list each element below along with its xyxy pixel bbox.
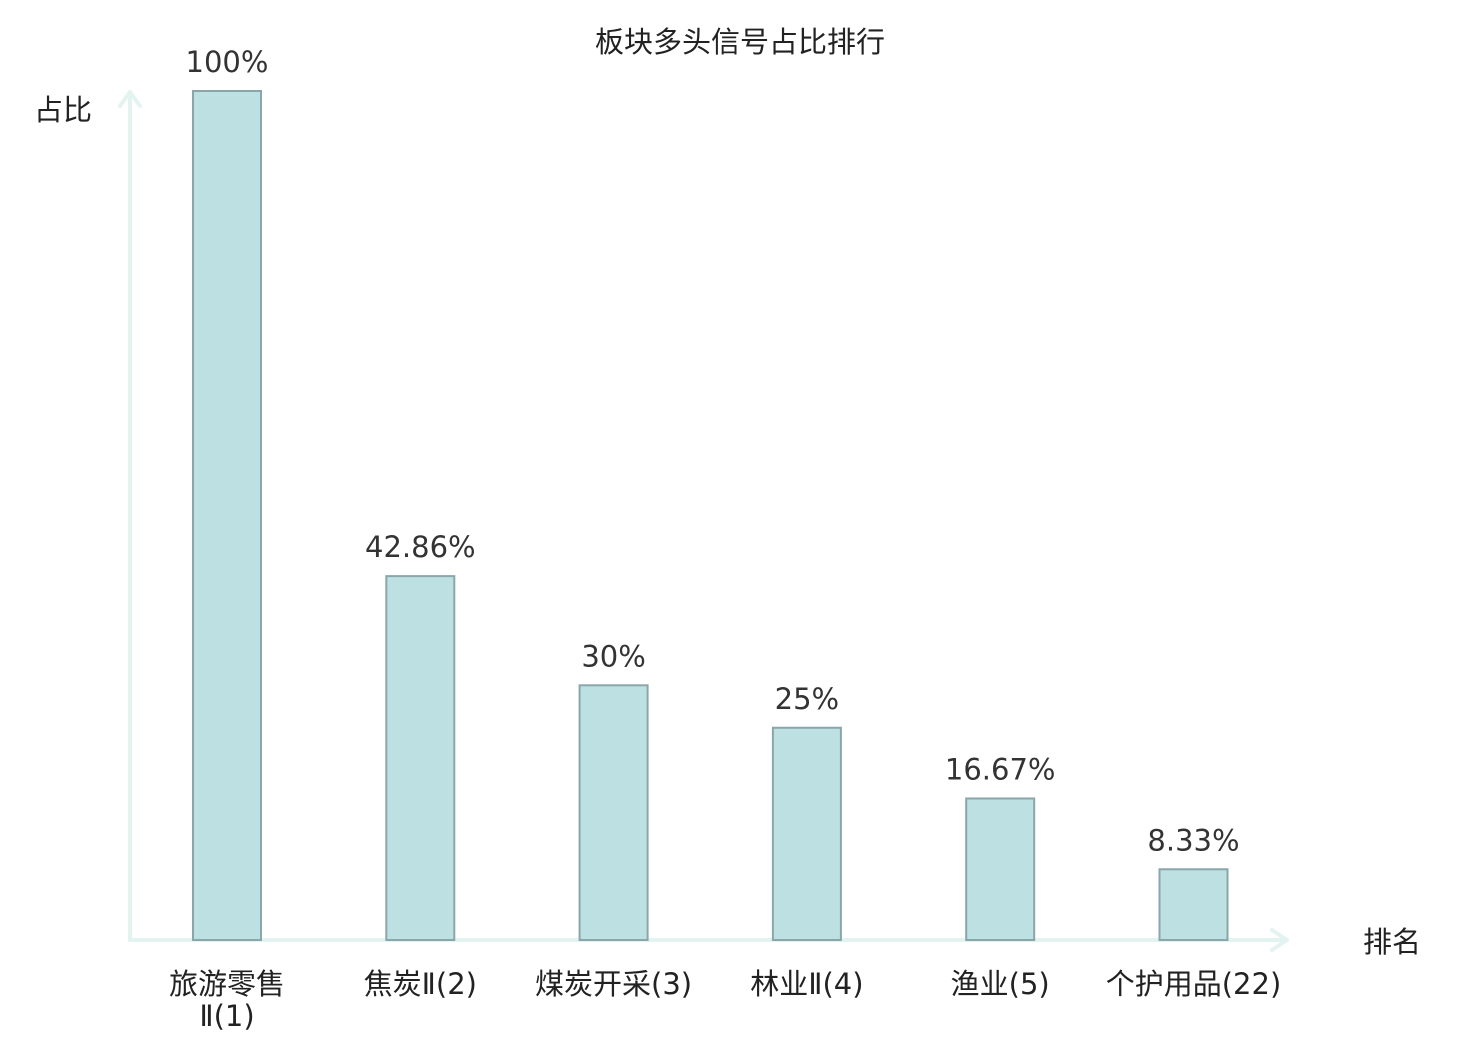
category-label: 个护用品(22) [1106, 967, 1282, 1001]
category-label: 煤炭开采(3) [535, 967, 692, 1001]
y-axis-arrow [118, 90, 142, 108]
x-axis-arrow [1270, 928, 1289, 952]
bar [578, 684, 649, 941]
bar [1158, 868, 1229, 942]
category-label: 焦炭Ⅱ(2) [364, 967, 477, 1001]
category-label: 渔业(5) [951, 967, 1050, 1001]
x-axis-label: 排名 [1363, 925, 1421, 959]
data-label: 100% [186, 45, 269, 79]
category-label: 林业Ⅱ(4) [750, 967, 863, 1001]
data-label: 25% [775, 682, 839, 716]
category-label: 旅游零售 [169, 967, 285, 1001]
y-axis-label: 占比 [34, 93, 92, 127]
data-label: 8.33% [1147, 823, 1239, 857]
chart-title: 板块多头信号占比排行 [595, 25, 885, 59]
bar [192, 90, 262, 941]
data-label: 30% [581, 639, 645, 673]
bar [385, 575, 456, 941]
bar [771, 726, 842, 941]
bar [965, 797, 1036, 941]
data-label: 42.86% [365, 530, 476, 564]
data-label: 16.67% [945, 752, 1056, 786]
category-label: Ⅱ(1) [199, 999, 254, 1033]
